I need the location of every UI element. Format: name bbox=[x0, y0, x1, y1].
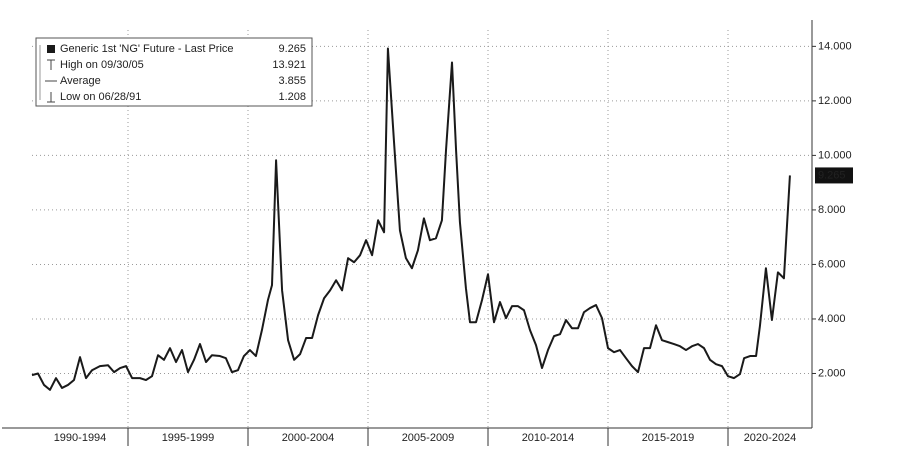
legend: Generic 1st 'NG' Future - Last Price 9.26… bbox=[35, 37, 313, 107]
y-tick-label: 6.000 bbox=[818, 258, 846, 270]
x-period-label: 1990-1994 bbox=[54, 432, 107, 444]
y-tick-label: 2.000 bbox=[818, 367, 846, 379]
legend-stat-label: Low on 06/28/91 bbox=[60, 91, 141, 103]
legend-stat-label: Average bbox=[60, 75, 101, 87]
y-tick-label: 14.000 bbox=[818, 40, 852, 52]
x-period-label: 2000-2004 bbox=[282, 432, 335, 444]
last-price-tag bbox=[815, 167, 853, 184]
price-line bbox=[31, 47, 791, 391]
legend-icon bbox=[47, 92, 55, 103]
last-price-label: 9.265 bbox=[818, 169, 846, 181]
x-period-label: 2015-2019 bbox=[642, 432, 695, 444]
legend-value: 9.265 bbox=[278, 43, 306, 55]
x-period-label: 2020-2024 bbox=[744, 432, 797, 444]
x-period-label: 2010-2014 bbox=[522, 432, 575, 444]
y-tick-label: 4.000 bbox=[818, 313, 846, 325]
legend-name: Generic 1st 'NG' Future - Last Price bbox=[60, 43, 234, 55]
legend-icon bbox=[47, 59, 55, 70]
legend-box bbox=[35, 37, 313, 107]
legend-stat-value: 3.855 bbox=[278, 75, 306, 87]
legend-swatch bbox=[47, 45, 55, 53]
x-period-label: 1995-1999 bbox=[162, 432, 215, 444]
x-period-label: 2005-2009 bbox=[402, 432, 455, 444]
y-tick-label: 8.000 bbox=[818, 204, 846, 216]
legend-stat-value: 1.208 bbox=[278, 91, 306, 103]
legend-stat-value: 13.921 bbox=[272, 59, 306, 71]
legend-stat-label: High on 09/30/05 bbox=[60, 59, 144, 71]
y-tick-label: 12.000 bbox=[818, 95, 852, 107]
y-tick-label: 10.000 bbox=[818, 149, 852, 161]
